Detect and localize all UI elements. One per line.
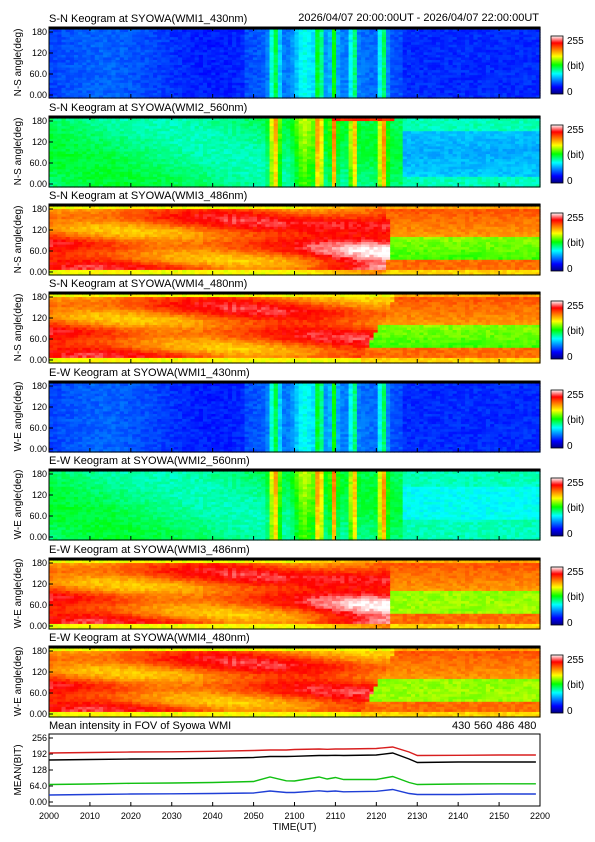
panel-title: S-N Keogram at SYOWA(WMI1_430nm) bbox=[49, 13, 247, 25]
colorbar-min-label: 0 bbox=[567, 87, 573, 98]
y-tick-label: 60.0 bbox=[29, 69, 47, 79]
keogram-panel: S-N Keogram at SYOWA(WMI1_430nm) 0.00 60.0… bbox=[13, 13, 584, 100]
colorbar bbox=[551, 36, 563, 94]
y-axis-label: N-S angle(deg) bbox=[13, 29, 24, 97]
y-tick-label: 180 bbox=[32, 27, 47, 37]
keogram-panel: S-N Keogram at SYOWA(WMI2_560nm)0.0060.0… bbox=[13, 102, 584, 189]
time-range-text: 2026/04/07 20:00:00UT - 2026/04/07 22:00… bbox=[298, 12, 539, 24]
heatmap-cells bbox=[49, 116, 541, 188]
colorbar-unit-label: (bit) bbox=[567, 61, 584, 72]
panel-title: S-N Keogram at SYOWA(WMI2_560nm) bbox=[49, 102, 247, 114]
colorbar-max-label: 255 bbox=[567, 36, 584, 47]
y-tick-label: 120 bbox=[32, 48, 47, 58]
y-tick-label: 0.00 bbox=[29, 90, 47, 100]
heatmap-cells bbox=[49, 27, 541, 99]
keogram-panels: S-N Keogram at SYOWA(WMI1_430nm) 0.00 60.0… bbox=[13, 13, 584, 719]
